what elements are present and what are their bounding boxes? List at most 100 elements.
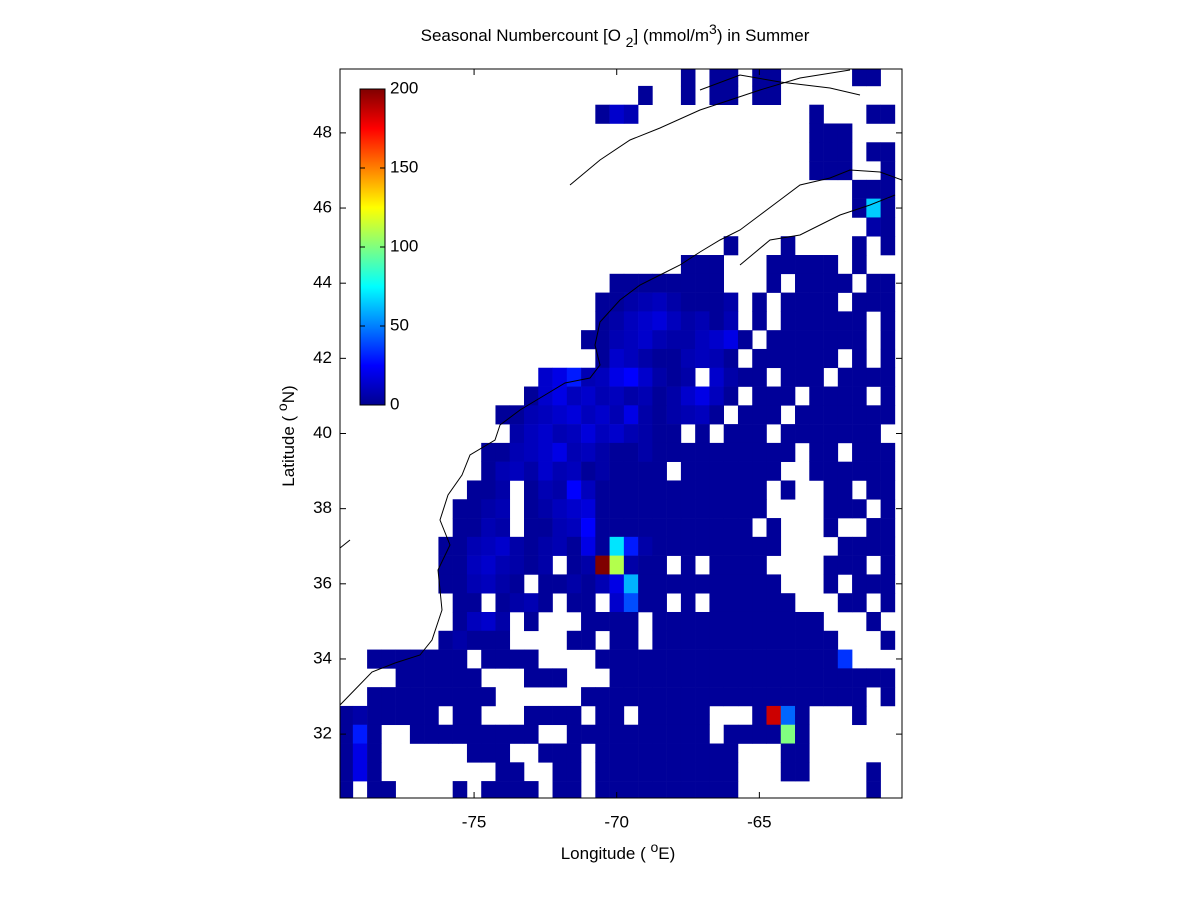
heat-cell: [538, 405, 553, 425]
heat-cell: [552, 499, 568, 519]
heat-cell: [595, 743, 610, 763]
heat-cell: [552, 442, 568, 462]
heat-cell: [552, 461, 568, 481]
heat-cell: [680, 762, 696, 782]
heat-cell: [852, 499, 867, 519]
heat-cell: [581, 461, 596, 481]
heat-cell: [737, 668, 753, 688]
heat-cell: [866, 273, 881, 293]
heat-cell: [666, 499, 682, 519]
heat-cell: [623, 405, 639, 425]
heat-cell: [495, 555, 511, 575]
heat-cell: [837, 555, 853, 575]
heat-cell: [652, 330, 667, 350]
heat-cell: [823, 574, 839, 594]
heat-cell: [638, 499, 653, 519]
heat-cell: [566, 442, 582, 462]
heat-cell: [737, 687, 753, 707]
heat-cell: [623, 461, 639, 481]
heat-cell: [609, 499, 625, 519]
heat-cell: [752, 424, 767, 444]
heat-cell: [709, 255, 725, 275]
heat-cell: [837, 668, 853, 688]
heat-cell: [595, 424, 610, 444]
heat-cell: [652, 405, 667, 425]
heat-cell: [623, 348, 639, 369]
heat-cell: [737, 630, 753, 650]
heat-cell: [609, 611, 625, 632]
heat-cell: [524, 649, 539, 669]
heat-cell: [566, 480, 582, 500]
heat-cell: [666, 687, 682, 707]
heat-cell: [666, 311, 682, 331]
heat-cell: [495, 499, 511, 519]
heat-cell: [623, 724, 639, 744]
heat-cell: [609, 668, 625, 688]
heat-cell: [495, 649, 511, 669]
heat-cell: [880, 687, 896, 707]
heat-cell: [780, 442, 796, 462]
heat-cell: [766, 611, 782, 632]
heat-cell: [766, 518, 782, 538]
heat-cell: [638, 386, 653, 406]
y-label-superscript: o: [274, 403, 290, 411]
heat-cell: [866, 442, 881, 462]
heat-cell: [595, 405, 610, 425]
heat-cell: [823, 348, 839, 369]
heat-cell: [495, 724, 511, 744]
heat-cell: [809, 348, 824, 369]
heat-cell: [466, 499, 482, 519]
heat-cell: [795, 743, 810, 763]
heat-cell: [695, 762, 710, 782]
heat-cell: [623, 593, 639, 613]
heat-cell: [340, 724, 354, 744]
heat-cell: [695, 499, 710, 519]
heat-cell: [780, 687, 796, 707]
heat-cell: [509, 555, 525, 575]
heat-cell: [880, 386, 896, 406]
heat-cell: [680, 348, 696, 369]
heat-cell: [837, 649, 853, 669]
heat-cell: [652, 273, 667, 293]
heat-cell: [723, 630, 739, 650]
heat-cell: [509, 574, 525, 594]
heat-cell: [666, 611, 682, 632]
heat-cell: [652, 424, 667, 444]
heat-cell: [823, 292, 839, 312]
heat-cell: [652, 367, 667, 387]
heat-cell: [452, 536, 468, 556]
heat-cell: [581, 724, 596, 744]
heat-cell: [752, 593, 767, 613]
heat-cell: [340, 743, 354, 763]
heat-cell: [752, 668, 767, 688]
heat-cell: [809, 104, 824, 124]
heat-cell: [495, 405, 511, 425]
heat-cell: [581, 386, 596, 406]
heat-cell: [623, 311, 639, 331]
heat-cell: [595, 461, 610, 481]
heat-cell: [823, 142, 839, 162]
heat-cell: [837, 499, 853, 519]
heat-cell: [481, 480, 496, 500]
heat-cell: [680, 292, 696, 312]
heat-cell: [452, 611, 468, 632]
heat-cell: [795, 762, 810, 782]
heat-cell: [609, 386, 625, 406]
heat-cell: [495, 480, 511, 500]
heat-cell: [809, 142, 824, 162]
heat-cell: [852, 668, 867, 688]
heat-cell: [566, 724, 582, 744]
heat-cell: [452, 781, 468, 798]
heat-cell: [367, 649, 382, 669]
heat-cell: [866, 574, 881, 594]
heat-cell: [866, 405, 881, 425]
heat-cell: [495, 743, 511, 763]
heat-cell: [709, 405, 725, 425]
heat-cell: [852, 236, 867, 256]
heat-cell: [695, 611, 710, 632]
heat-cell: [438, 668, 453, 688]
heat-cell: [481, 461, 496, 481]
heat-cell: [623, 104, 639, 124]
heat-cell: [809, 292, 824, 312]
heat-cell: [695, 311, 710, 331]
